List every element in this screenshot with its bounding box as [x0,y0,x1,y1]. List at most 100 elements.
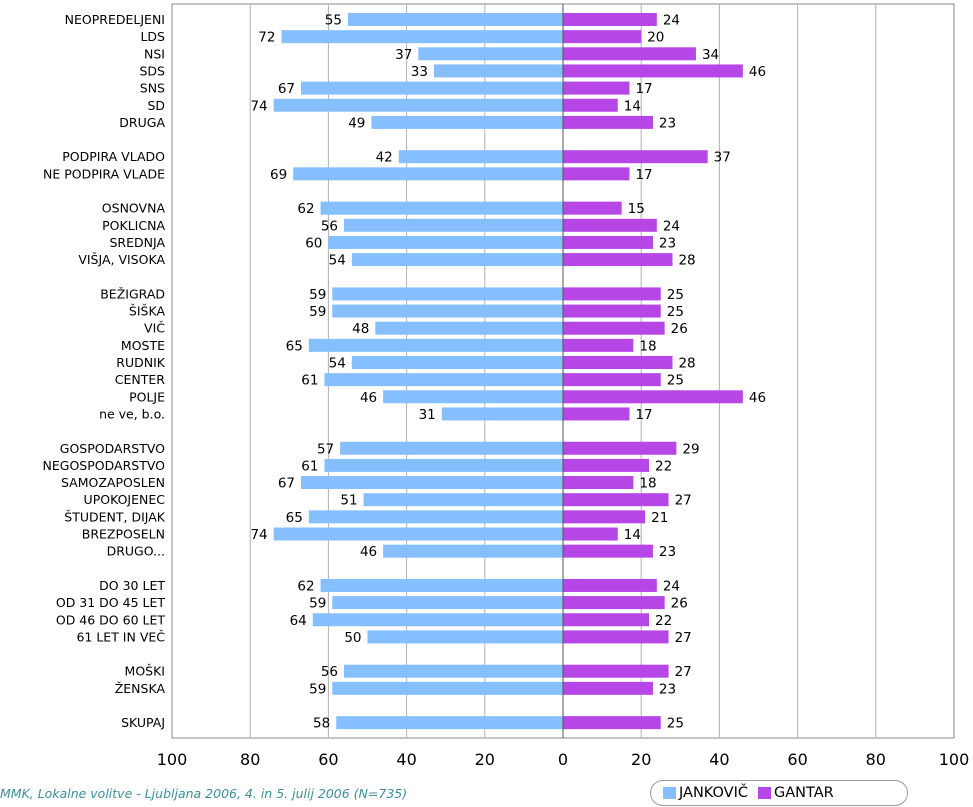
bar-gantar [563,235,653,249]
bar-jankovic [398,150,563,164]
bar-gantar [563,630,669,644]
category-label: SDS [140,63,166,78]
category-label: NEOPREDELJENI [65,12,165,27]
bar-gantar [563,716,661,730]
bar-gantar [563,476,634,490]
legend: JANKOVIČ GANTAR [650,780,908,806]
bar-jankovic [301,476,563,490]
bar-jankovic [351,253,563,267]
category-label: POKLICNA [102,218,165,233]
data-label-gantar: 27 [675,664,692,680]
data-label-jankovic: 50 [344,630,361,646]
bar-gantar [563,13,657,26]
data-label-gantar: 17 [635,167,652,183]
data-label-gantar: 17 [635,81,652,97]
data-label-gantar: 21 [651,510,668,526]
category-label: NEGOSPODARSTVO [43,458,166,473]
category-label: SKUPAJ [121,715,165,730]
bar-jankovic [433,64,563,78]
data-label-jankovic: 46 [360,390,377,406]
bar-jankovic [273,527,563,541]
data-label-gantar: 20 [647,30,664,46]
category-label: POLJE [129,389,165,404]
x-tick-label: 20 [475,750,495,769]
category-label: DRUGA [119,115,165,130]
legend-swatch-gantar [757,787,771,799]
data-label-gantar: 18 [639,338,656,354]
legend-label-jankovic: JANKOVIČ [679,785,748,801]
bar-gantar [563,544,653,558]
data-label-jankovic: 56 [321,664,338,680]
bar-gantar [563,64,743,78]
bar-jankovic [383,390,563,404]
data-label-jankovic: 31 [419,407,436,423]
bar-jankovic [293,167,563,181]
bar-jankovic [308,338,563,352]
data-label-gantar: 15 [628,201,645,217]
data-label-jankovic: 74 [250,98,267,114]
data-label-jankovic: 64 [290,613,307,629]
data-label-gantar: 22 [655,613,672,629]
data-label-gantar: 27 [675,630,692,646]
bar-gantar [563,98,618,112]
category-label: UPOKOJENEC [84,492,166,507]
bar-jankovic [332,681,563,695]
data-label-gantar: 25 [667,287,684,303]
bar-gantar [563,81,630,95]
category-label: 61 LET IN VEČ [76,629,165,644]
category-label: RUDNIK [116,355,165,370]
bar-gantar [563,458,650,472]
bar-jankovic [367,630,563,644]
data-label-gantar: 46 [749,64,766,80]
category-label: BEŽIGRAD [100,286,165,301]
category-label: ŽENSKA [115,681,166,696]
bar-jankovic [383,544,563,558]
bar-gantar [563,321,665,335]
x-tick-label: 100 [939,750,970,769]
bar-jankovic [332,596,563,610]
bar-jankovic [332,287,563,301]
category-label: DRUGO... [107,544,165,559]
bar-gantar [563,527,618,541]
bar-jankovic [363,493,563,507]
data-label-jankovic: 61 [301,373,318,389]
data-label-jankovic: 62 [297,201,314,217]
data-label-jankovic: 57 [317,441,334,457]
category-label: SAMOZAPOSLEN [61,475,165,490]
bar-jankovic [375,321,563,335]
bar-gantar [563,390,743,404]
bar-gantar [563,287,661,301]
bar-gantar [563,338,634,352]
bar-gantar [563,304,661,318]
data-label-gantar: 25 [667,304,684,320]
category-label: NSI [144,46,165,61]
bar-jankovic [320,578,563,592]
category-label: LDS [140,29,165,44]
data-label-jankovic: 61 [301,458,318,474]
data-label-jankovic: 56 [321,218,338,234]
category-label: NE PODPIRA VLADE [43,166,165,181]
data-label-jankovic: 46 [360,544,377,560]
data-label-gantar: 26 [671,596,688,612]
bar-jankovic [324,458,563,472]
x-tick-label: 100 [157,750,188,769]
data-label-gantar: 28 [678,356,695,372]
data-label-jankovic: 54 [329,253,346,269]
data-label-gantar: 23 [659,235,676,251]
bar-jankovic [328,235,563,249]
data-label-jankovic: 59 [309,304,326,320]
bar-gantar [563,596,665,610]
legend-item-jankovic: JANKOVIČ [663,785,748,801]
category-label: ŠTUDENT, DIJAK [64,509,166,524]
bar-jankovic [441,407,563,421]
bar-jankovic [344,664,563,678]
data-label-gantar: 29 [682,441,699,457]
data-label-jankovic: 74 [250,527,267,543]
data-label-jankovic: 37 [395,47,412,63]
data-label-gantar: 23 [659,115,676,131]
x-tick-label: 40 [709,750,729,769]
bar-jankovic [273,98,563,112]
x-tick-label: 60 [318,750,338,769]
data-label-gantar: 23 [659,544,676,560]
data-label-gantar: 25 [667,716,684,732]
